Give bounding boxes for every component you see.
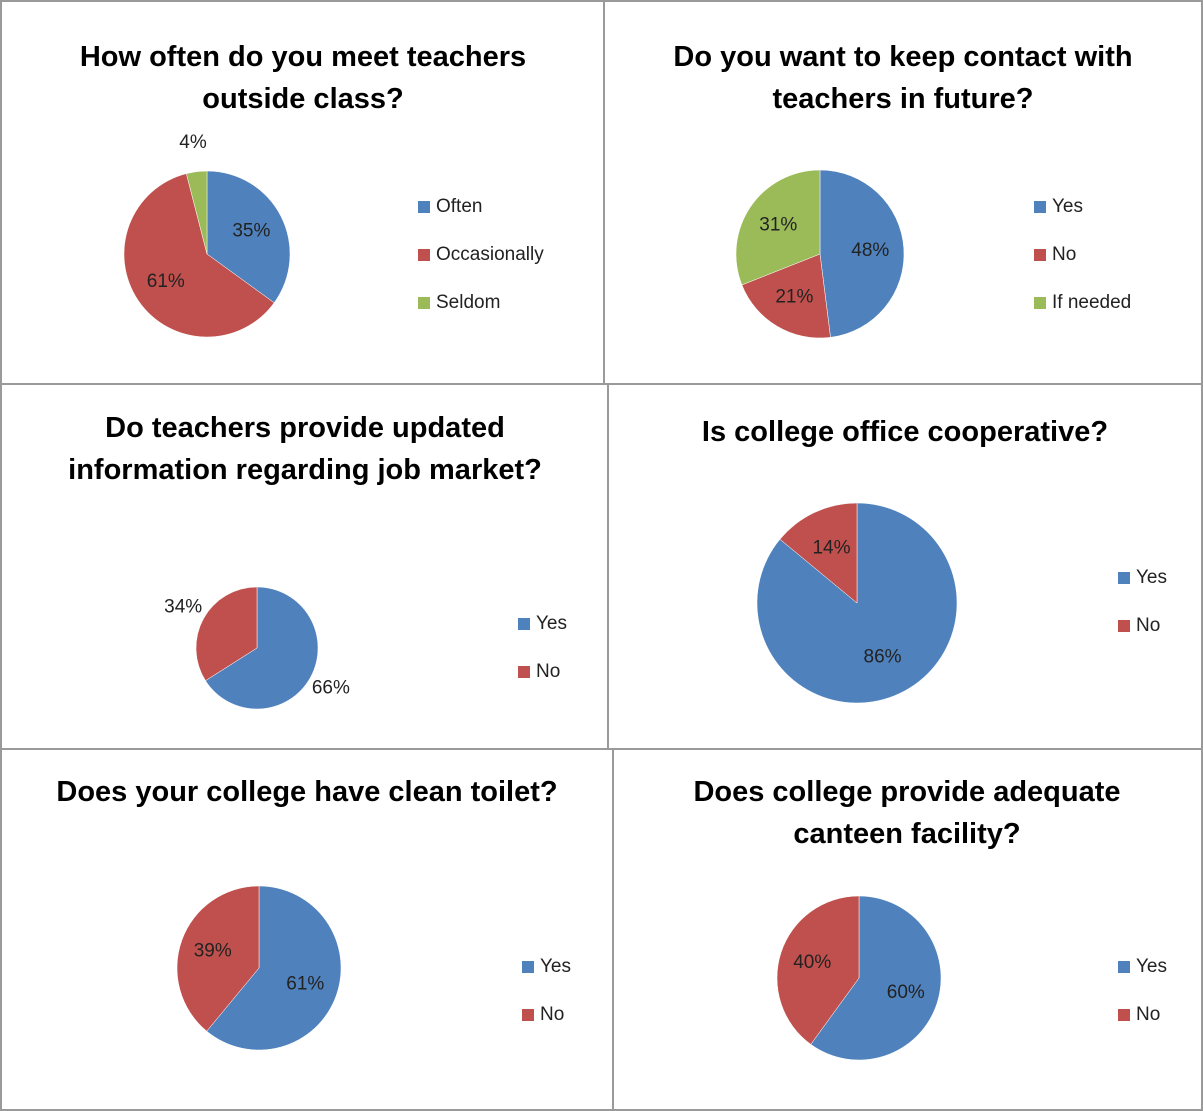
pie-slice xyxy=(819,169,905,338)
legend-label: If needed xyxy=(1052,292,1131,313)
data-label: 35% xyxy=(232,220,270,241)
chart-title: Does college provide adequate canteen fa… xyxy=(693,776,1121,850)
pie-slice xyxy=(776,895,860,1045)
legend-swatch xyxy=(418,297,430,309)
data-label: 60% xyxy=(887,982,925,1003)
data-label: 66% xyxy=(312,678,350,699)
legend-swatch xyxy=(418,201,430,213)
pie-slice xyxy=(195,586,258,682)
pie-slice xyxy=(810,895,942,1061)
chart-title: Do teachers provide updated information … xyxy=(68,412,542,486)
legend-label: Yes xyxy=(540,956,571,977)
legend-label: Often xyxy=(436,196,482,217)
legend-swatch xyxy=(418,249,430,261)
legend-swatch xyxy=(1034,249,1046,261)
data-label: 48% xyxy=(851,240,889,261)
legend-swatch xyxy=(518,666,530,678)
chart-title: Does your college have clean toilet? xyxy=(56,776,558,808)
legend-swatch xyxy=(1034,201,1046,213)
pie-slice xyxy=(735,169,821,286)
legend-label: No xyxy=(1052,244,1076,265)
legend-label: Yes xyxy=(1136,956,1167,977)
legend-swatch xyxy=(1118,1009,1130,1021)
data-label: 61% xyxy=(147,271,185,292)
legend-label: Yes xyxy=(1136,567,1167,588)
legend-swatch xyxy=(522,1009,534,1021)
legend-label: Seldom xyxy=(436,292,500,313)
pie-slice xyxy=(186,170,208,255)
pie-slice xyxy=(779,502,858,604)
legend-label: No xyxy=(540,1004,564,1025)
chart-title: How often do you meet teachers outside c… xyxy=(79,41,527,115)
pie-slice xyxy=(206,170,291,304)
legend-label: Occasionally xyxy=(436,244,544,265)
pie-slice xyxy=(741,253,831,339)
data-label: 31% xyxy=(759,215,797,236)
legend-swatch xyxy=(1118,961,1130,973)
data-label: 39% xyxy=(194,940,232,961)
legend-label: No xyxy=(1136,1004,1160,1025)
pie-slice xyxy=(205,586,319,710)
pie-slice xyxy=(123,173,275,338)
data-label: 4% xyxy=(179,132,207,153)
chart-title: Do you want to keep contact with teacher… xyxy=(673,41,1133,115)
legend-swatch xyxy=(518,618,530,630)
legend-label: Yes xyxy=(536,613,567,634)
legend-swatch xyxy=(1034,297,1046,309)
data-label: 34% xyxy=(164,596,202,617)
panel xyxy=(612,748,1203,1111)
data-label: 40% xyxy=(793,952,831,973)
pie-slice xyxy=(206,885,342,1051)
data-label: 61% xyxy=(286,974,324,995)
pie-slice xyxy=(176,885,260,1032)
legend-swatch xyxy=(1118,620,1130,632)
legend-label: No xyxy=(536,661,560,682)
legend-swatch xyxy=(1118,572,1130,584)
chart-title: Is college office cooperative? xyxy=(701,416,1109,448)
data-label: 86% xyxy=(864,646,902,667)
data-label: 21% xyxy=(775,286,813,307)
data-label: 14% xyxy=(812,538,850,559)
legend-swatch xyxy=(522,961,534,973)
legend-label: No xyxy=(1136,615,1160,636)
legend-label: Yes xyxy=(1052,196,1083,217)
